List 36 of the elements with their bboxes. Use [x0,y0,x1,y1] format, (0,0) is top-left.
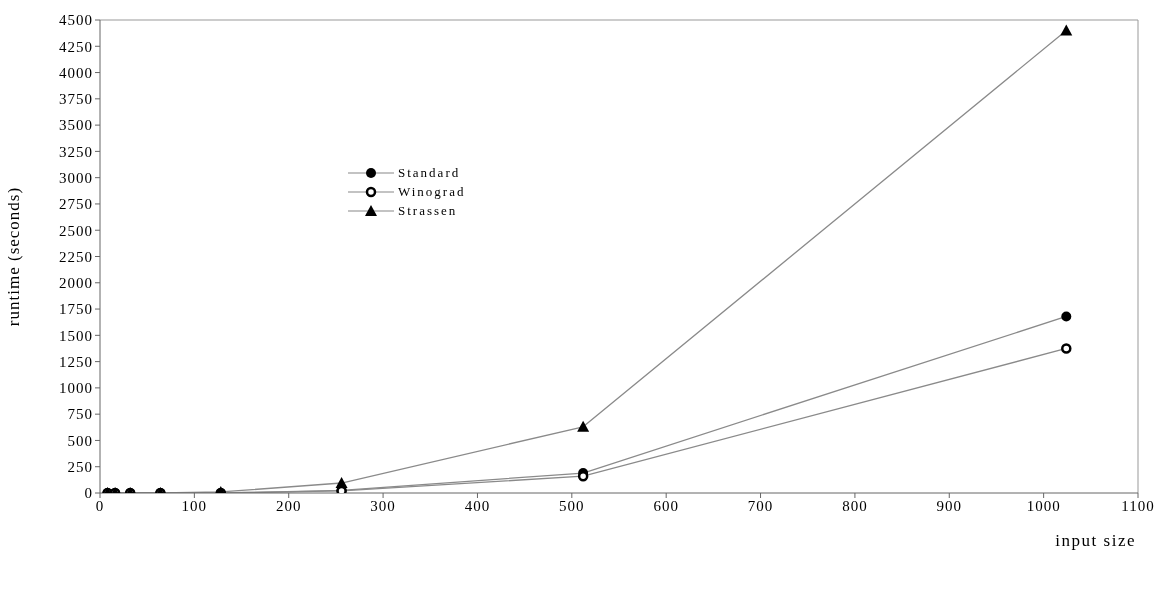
legend-label: Strassen [398,202,458,219]
y-tick-label: 2500 [59,222,93,239]
legend-label: Winograd [398,183,466,200]
y-tick-label: 2750 [59,196,93,213]
y-tick-label: 1500 [59,327,93,344]
y-tick-label: 1250 [59,353,93,370]
y-tick-label: 2250 [59,248,93,265]
x-tick-label: 400 [464,497,491,514]
y-tick-label: 2000 [59,275,93,292]
x-tick-label: 800 [842,497,868,514]
y-tick-label: 3500 [59,117,93,134]
y-axis-title: runtime (seconds) [4,186,24,327]
x-tick-label: 300 [370,497,396,514]
y-tick-label: 250 [67,459,93,476]
y-tick-label: 3250 [59,143,93,160]
x-tick-label: 200 [275,497,302,514]
y-tick-label: 4500 [59,12,93,29]
y-tick-label: 0 [84,485,93,502]
y-tick-label: 4250 [59,38,93,55]
x-tick-label: 600 [653,497,679,514]
x-tick-label: 1100 [1121,497,1155,514]
y-tick-label: 4000 [59,64,93,81]
x-tick-label: 500 [559,497,585,514]
x-axis-title: input size [1055,531,1136,550]
x-tick-label: 1000 [1026,497,1061,514]
legend-label: Standard [398,164,461,181]
y-tick-label: 750 [67,406,93,423]
x-tick-label: 700 [747,497,774,514]
y-tick-label: 1000 [59,380,93,397]
y-tick-label: 1750 [59,301,93,318]
x-tick-label: 0 [95,497,105,514]
x-tick-label: 900 [936,497,963,514]
y-tick-label: 3000 [59,169,93,186]
y-tick-label: 500 [67,432,93,449]
x-tick-label: 100 [181,497,208,514]
y-tick-label: 3750 [59,91,93,108]
